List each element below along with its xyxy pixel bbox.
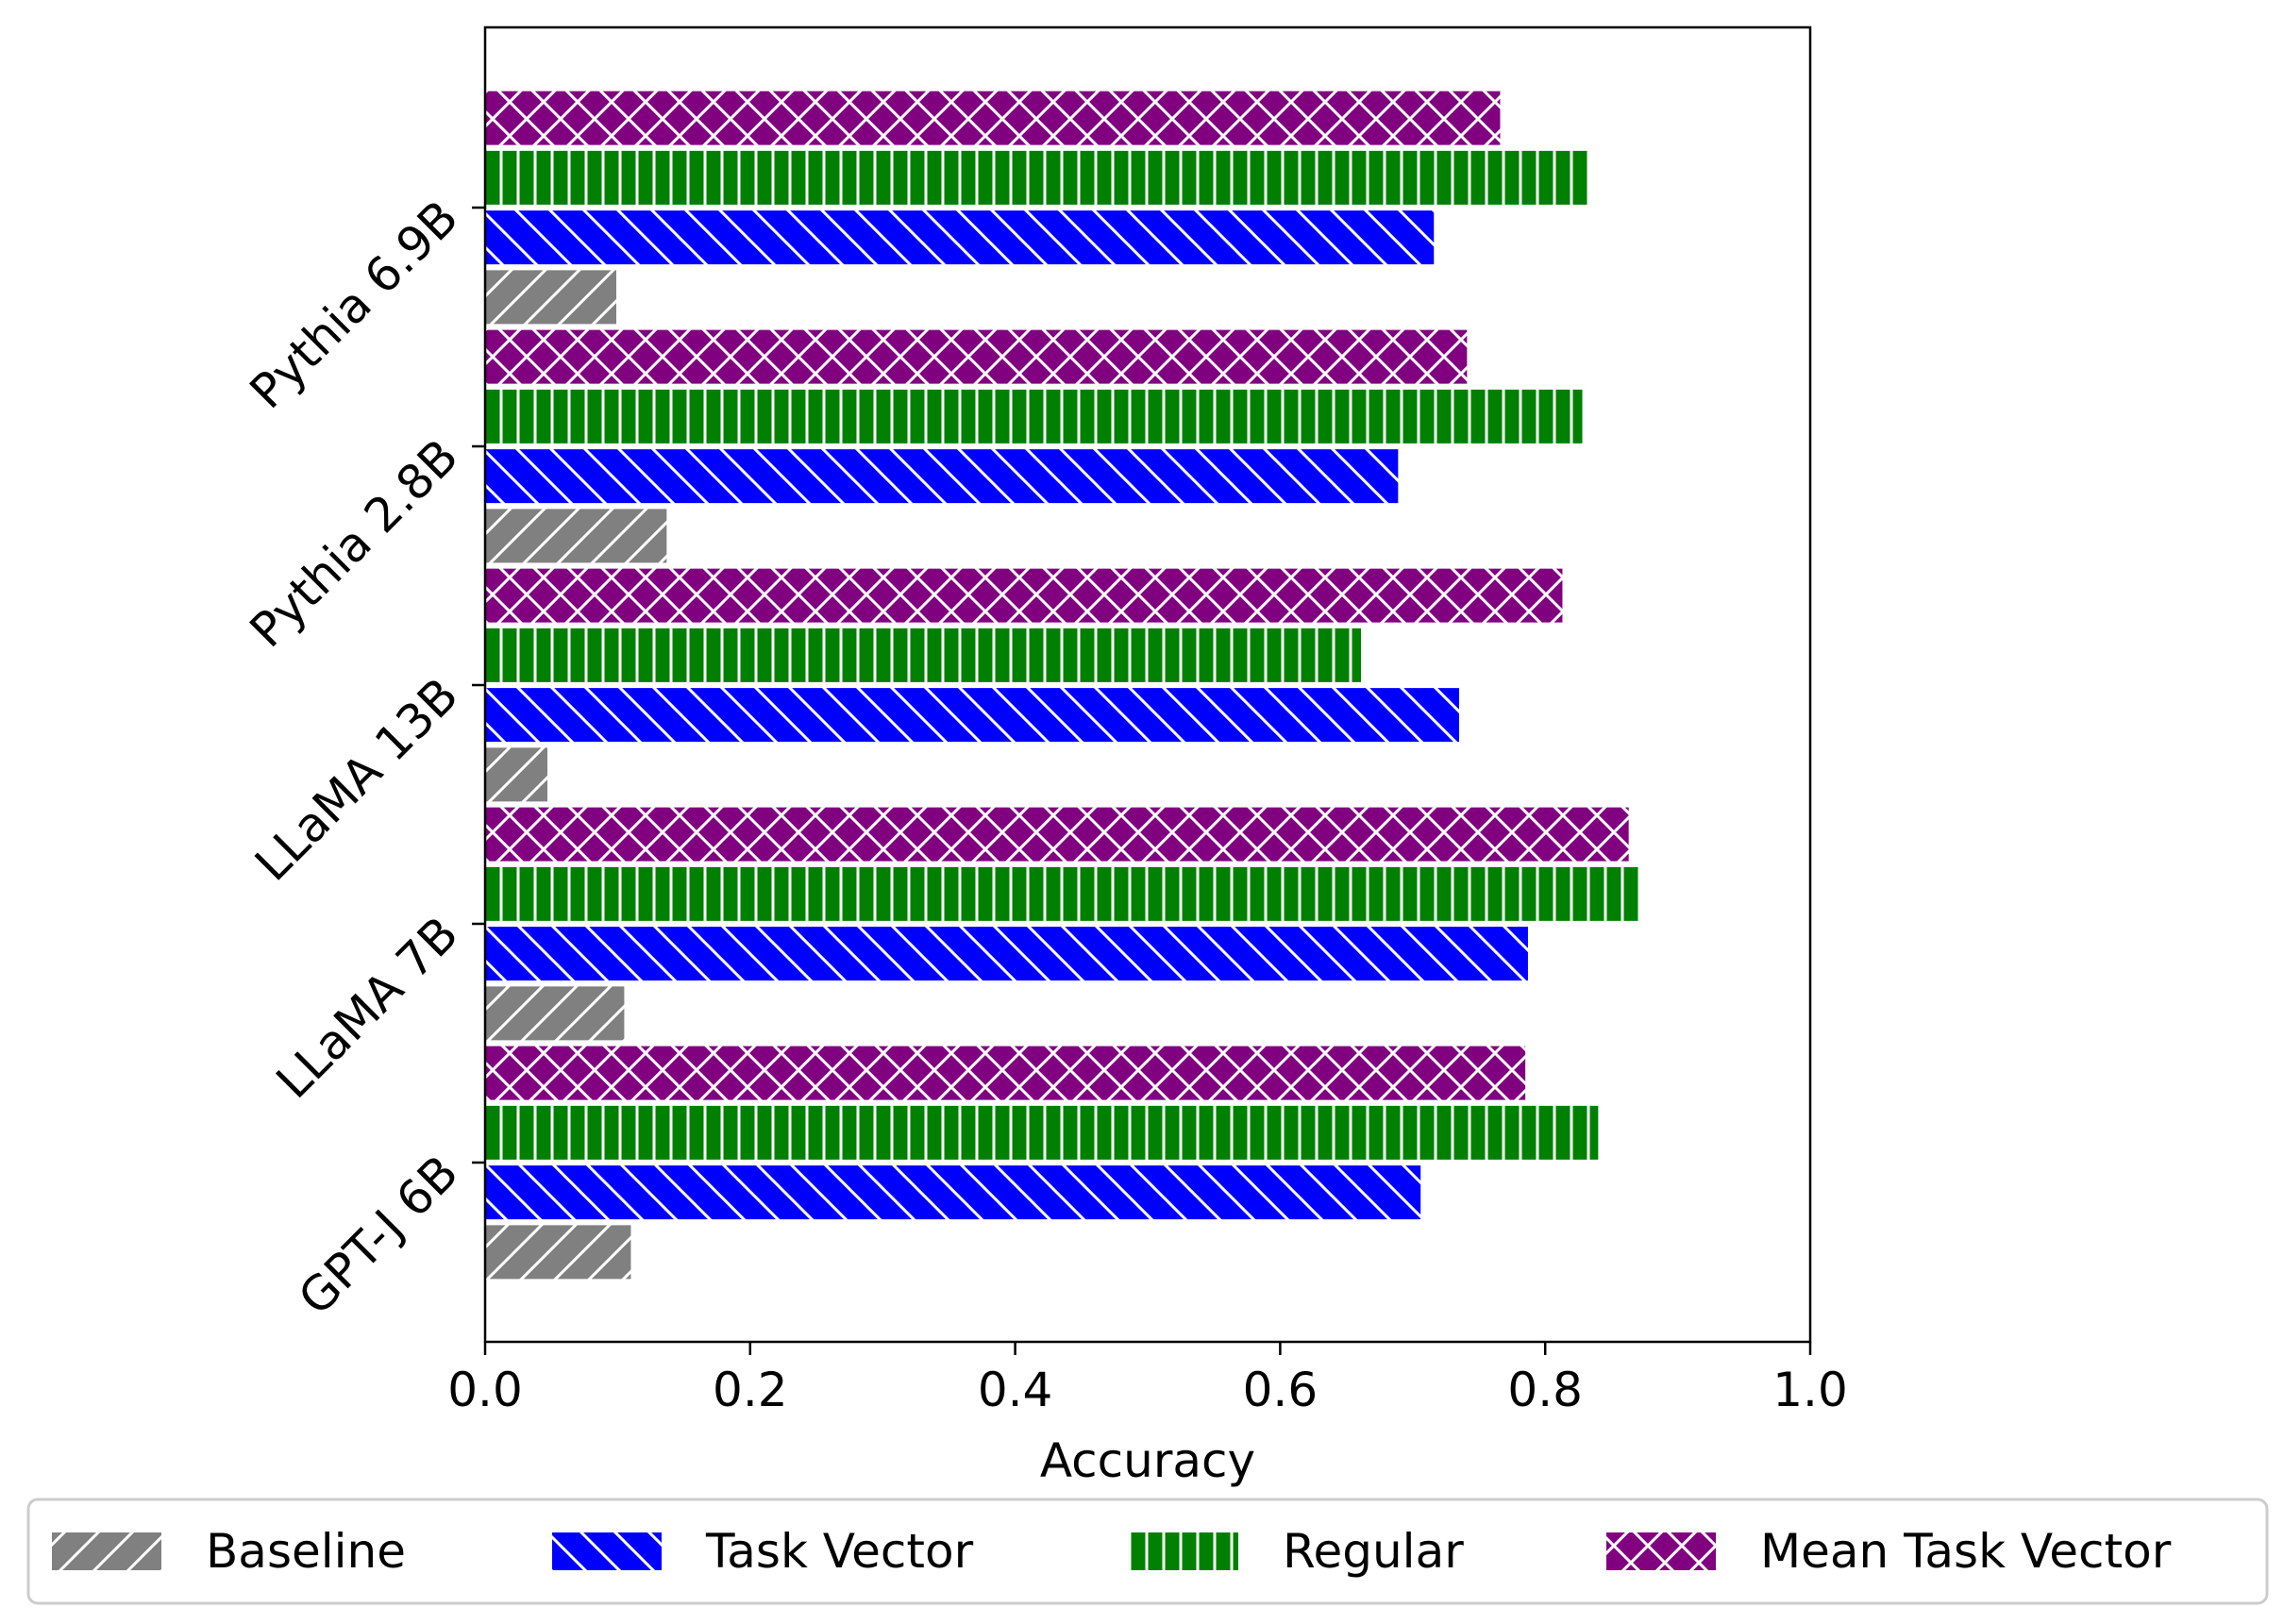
x-tick-label: 0.4 <box>978 1363 1053 1417</box>
y-tick-label: LLaMA 13B <box>244 667 468 891</box>
bar-regular-pythia-2-8b <box>485 389 1583 444</box>
bar-mean-task-vector-pythia-6-9b <box>485 91 1501 145</box>
bar-regular-pythia-6-9b <box>485 150 1589 205</box>
y-tick-label: Pythia 6.9B <box>240 190 469 419</box>
bar-mean-task-vector-pythia-2-8b <box>485 329 1468 384</box>
x-tick-label: 0.8 <box>1507 1363 1583 1417</box>
legend-swatch-baseline <box>52 1532 161 1570</box>
bar-baseline-pythia-2-8b <box>485 509 667 563</box>
legend-swatch-regular <box>1129 1532 1238 1570</box>
x-tick-label: 0.2 <box>713 1363 788 1417</box>
bar-task-vector-llama-7b <box>485 927 1528 981</box>
legend-label-regular: Regular <box>1283 1524 1464 1579</box>
legend-label-task-vector: Task Vector <box>705 1524 974 1579</box>
legend-swatch-task-vector <box>552 1532 662 1570</box>
bars-layer <box>485 91 1641 1280</box>
y-tick-label: GPT-J 6B <box>288 1145 468 1325</box>
bar-task-vector-pythia-2-8b <box>485 449 1399 504</box>
legend-label-baseline: Baseline <box>206 1524 406 1579</box>
x-tick-label: 0.0 <box>447 1363 523 1417</box>
bar-regular-llama-7b <box>485 866 1641 921</box>
bar-task-vector-llama-13b <box>485 688 1459 743</box>
bar-mean-task-vector-llama-13b <box>485 568 1563 623</box>
bar-mean-task-vector-gpt-j-6b <box>485 1046 1526 1100</box>
bar-baseline-llama-13b <box>485 747 547 802</box>
legend-swatch-mean-task-vector <box>1606 1532 1716 1570</box>
bar-baseline-pythia-6-9b <box>485 270 616 325</box>
bar-task-vector-pythia-6-9b <box>485 210 1435 265</box>
bar-regular-gpt-j-6b <box>485 1105 1599 1160</box>
x-axis-label: Accuracy <box>1040 1433 1255 1488</box>
y-tick-label: LLaMA 7B <box>266 906 469 1109</box>
x-tick-label: 1.0 <box>1772 1363 1848 1417</box>
legend: Baseline Task Vector Regular Mean Task Vect… <box>26 1498 2269 1605</box>
bar-mean-task-vector-llama-7b <box>485 807 1629 862</box>
x-tick-label: 0.6 <box>1243 1363 1318 1417</box>
bar-baseline-gpt-j-6b <box>485 1225 631 1280</box>
bar-regular-llama-13b <box>485 628 1362 682</box>
bar-task-vector-gpt-j-6b <box>485 1165 1421 1220</box>
legend-label-mean-task-vector: Mean Task Vector <box>1760 1524 2172 1579</box>
bar-baseline-llama-7b <box>485 986 625 1041</box>
y-tick-label: Pythia 2.8B <box>240 428 469 658</box>
